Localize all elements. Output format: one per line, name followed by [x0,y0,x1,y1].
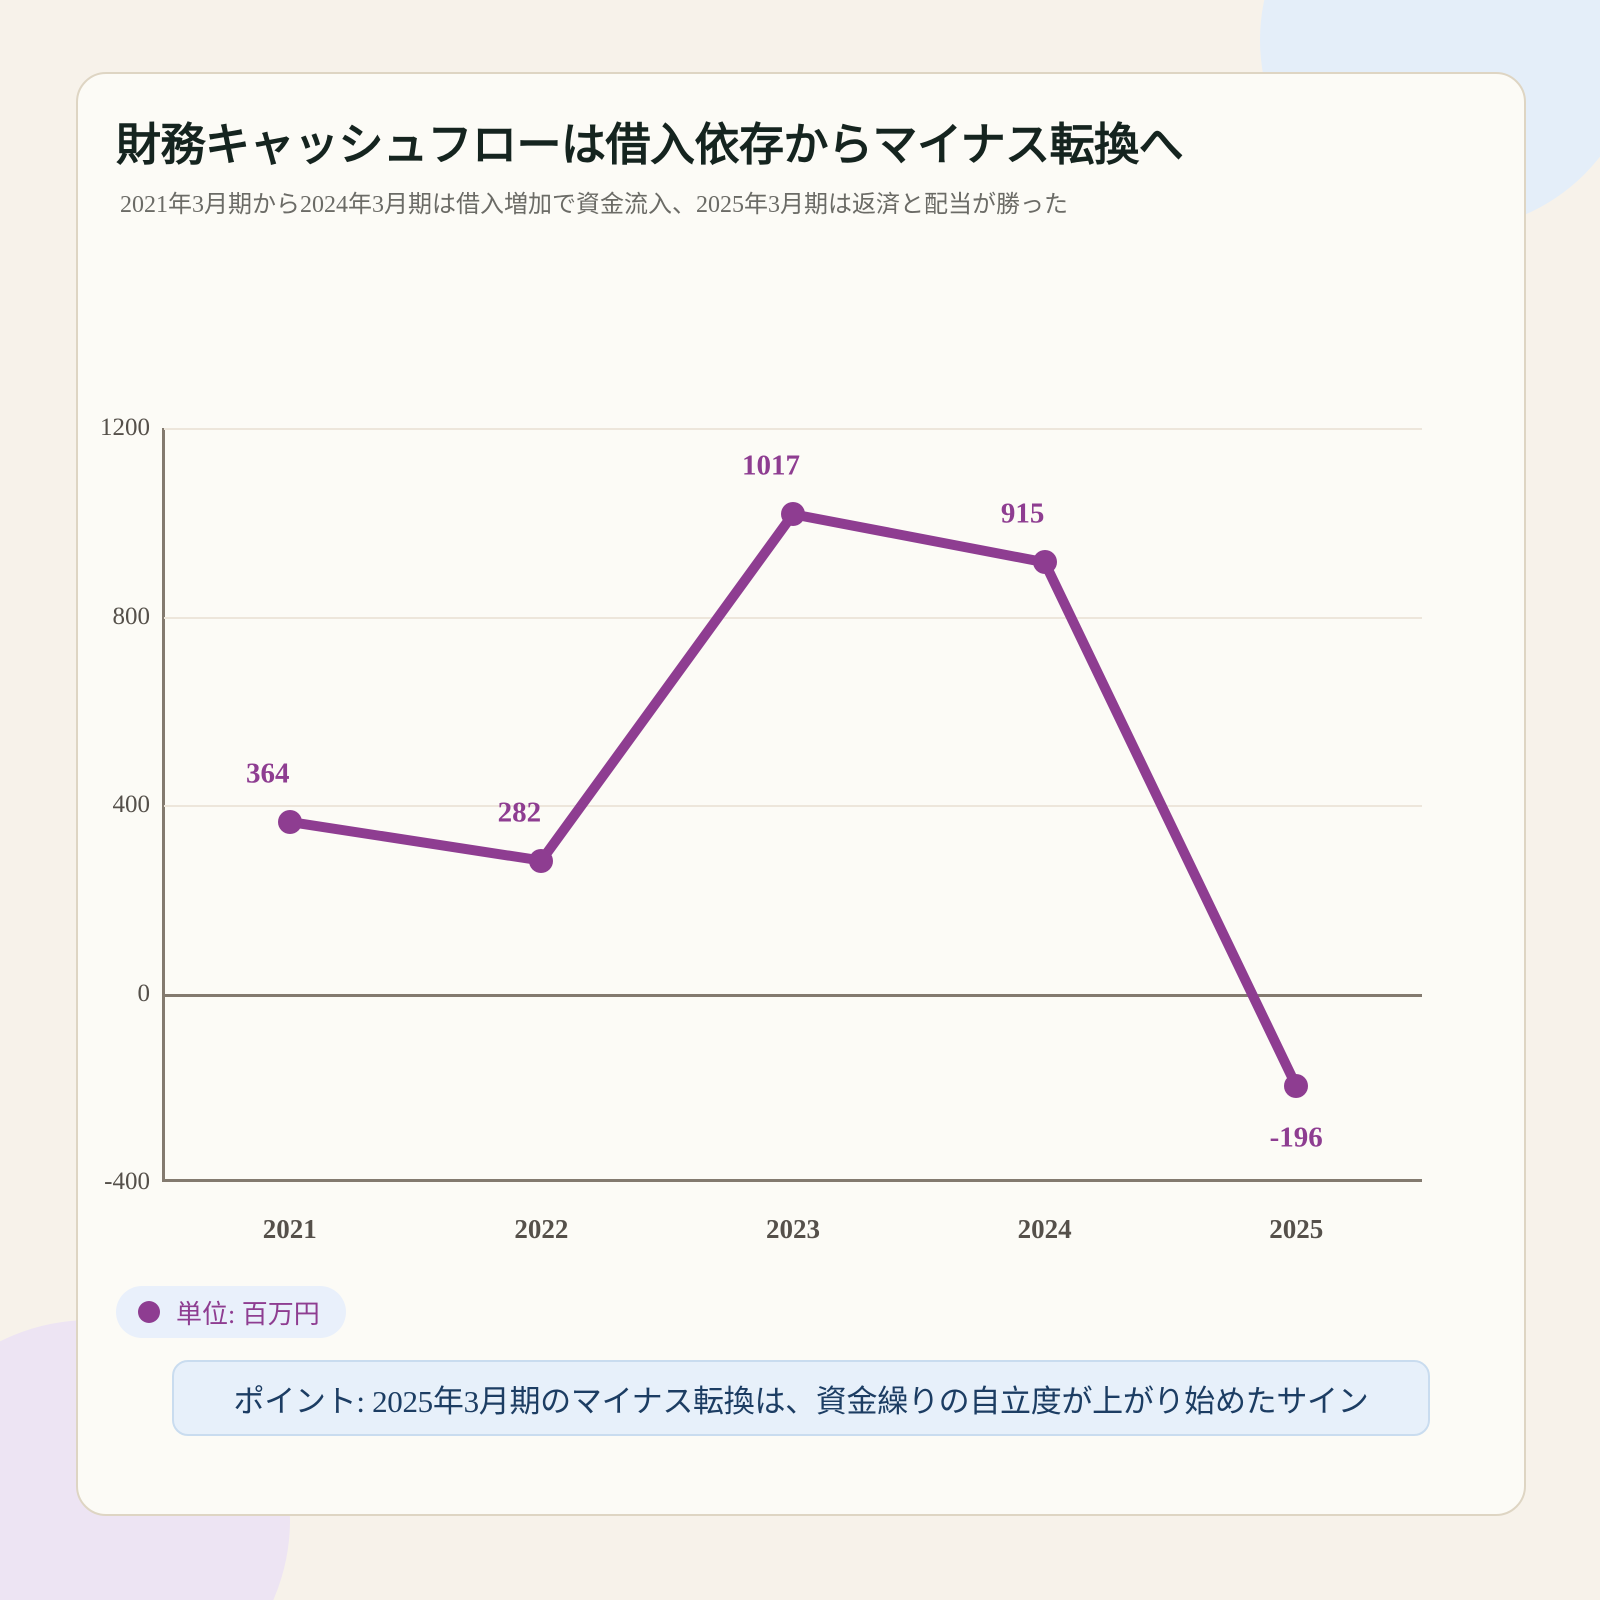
chart-title: 財務キャッシュフローは借入依存からマイナス転換へ [116,120,1184,170]
chart-legend: 単位: 百万円 [116,1286,346,1338]
y-axis-tick-label: -400 [104,1168,150,1195]
data-point-label: -196 [1269,1121,1323,1154]
y-axis-tick-label: 1200 [100,414,150,441]
x-axis-tick-label: 2023 [766,1214,820,1244]
data-point[interactable] [1284,1073,1309,1098]
y-axis-line [162,428,165,1182]
data-point-label: 364 [246,757,290,790]
data-point[interactable] [529,848,554,873]
x-axis-tick-label: 2022 [514,1214,569,1244]
series-dot-icon [138,1301,160,1323]
chart-card: 財務キャッシュフローは借入依存からマイナス転換へ 2021年3月期から2024年… [76,72,1526,1516]
x-axis-tick-label: 2024 [1017,1214,1072,1244]
gridline [164,428,1422,430]
x-axis-tick-label: 2025 [1269,1214,1324,1244]
zero-line [164,993,1422,997]
data-point-label: 915 [1000,497,1045,530]
y-axis-tick-label: 400 [112,791,151,818]
gridline [164,616,1422,619]
legend-label: 単位: 百万円 [176,1299,320,1329]
insight-callout-text: ポイント: 2025年3月期のマイナス転換は、資金繰りの自立度が上がり始めたサイ… [233,1383,1369,1419]
y-axis-tick-label: 0 [137,979,151,1007]
data-point-label: 1017 [742,449,800,482]
data-point[interactable] [781,502,805,527]
x-axis-line [162,1179,1422,1182]
x-axis-tick-label: 2021 [262,1214,317,1244]
data-point[interactable] [277,809,302,834]
data-point-label: 282 [497,796,542,829]
insight-callout: ポイント: 2025年3月期のマイナス転換は、資金繰りの自立度が上がり始めたサイ… [172,1360,1430,1436]
y-axis-tick-label: 800 [112,602,151,630]
data-point[interactable] [1032,550,1057,575]
chart-subtitle: 2021年3月期から2024年3月期は借入増加で資金流入、2025年3月期は返済… [120,192,1068,218]
gridline [164,805,1422,807]
series-line [284,509,1302,1091]
plot-area: 1200 800 400 0 -400 2021 2022 2023 2024 2025 364… [100,414,1422,1244]
